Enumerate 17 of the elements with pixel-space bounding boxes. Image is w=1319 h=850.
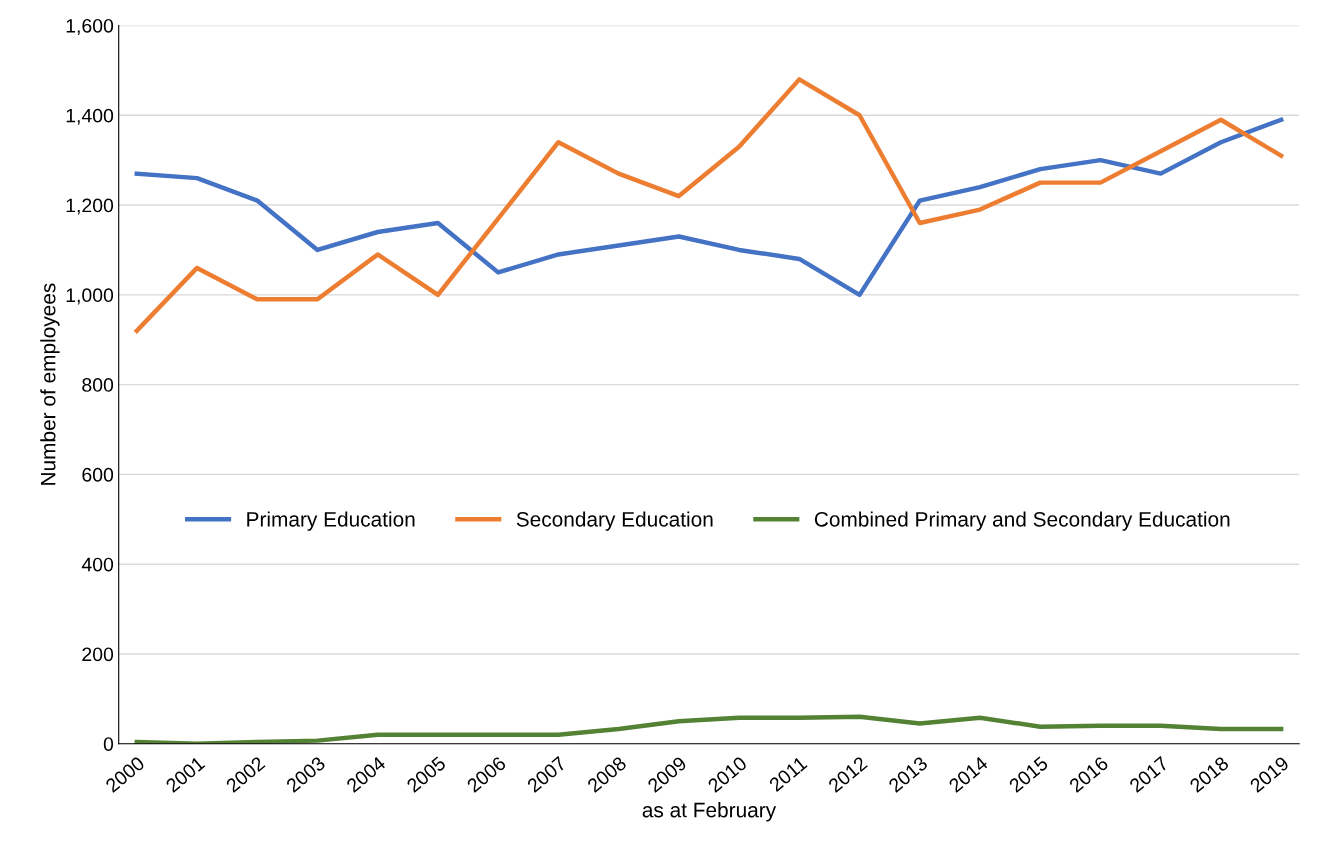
y-tick-label: 1,000 [66,288,114,305]
legend-label: Secondary Education [516,511,713,531]
y-tick-label: 400 [81,557,114,572]
line-series [134,117,1284,298]
y-tick-label: 1,400 [66,108,114,125]
x-axis-title: as at February [642,802,777,822]
y-tick-label: 1,200 [66,198,114,215]
line-series [134,714,1284,744]
y-axis-title: Number of employees [40,283,60,485]
y-tick-label: 200 [82,647,114,662]
legend-label: Primary Education [247,511,415,531]
y-tick-label: 800 [82,378,114,392]
y-tick-label: 0 [103,737,114,751]
y-tick-label: 1,600 [66,18,114,36]
y-tick-label: 600 [82,467,114,482]
legend-label: Combined Primary and Secondary Education [814,511,1230,531]
line-series [134,77,1284,333]
